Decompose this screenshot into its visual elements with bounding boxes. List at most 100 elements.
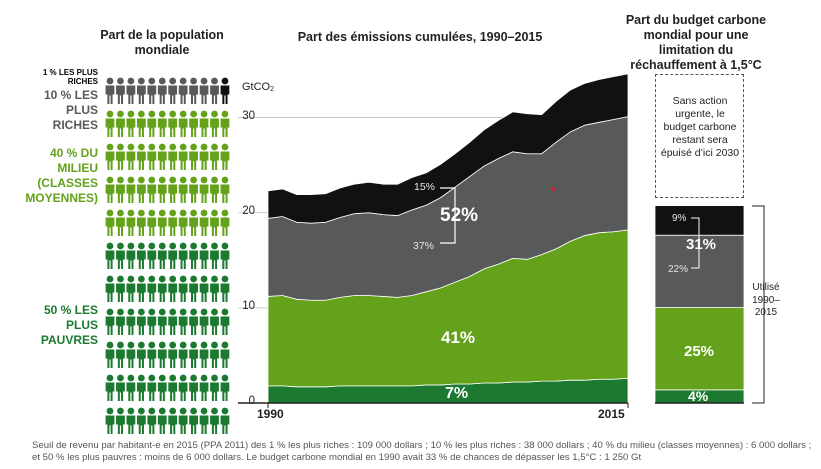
person-icon-poorest-50: [147, 308, 157, 335]
person-icon-middle-40: [136, 110, 146, 137]
y-tick-label: 10: [242, 299, 255, 312]
person-icon-poorest-50: [199, 407, 209, 434]
person-icon-middle-40: [105, 110, 115, 137]
person-icon-middle-40: [147, 209, 157, 236]
person-icon-poorest-50: [116, 341, 125, 368]
person-icon-middle-40: [189, 110, 198, 137]
budget-split-bracket: [691, 217, 700, 269]
person-icon-middle-40: [178, 110, 188, 137]
person-icon-poorest-50: [189, 242, 198, 269]
person-icon-richest-10: [126, 77, 136, 104]
person-icon-poorest-50: [126, 407, 136, 434]
person-icon-middle-40: [178, 209, 188, 236]
label-middle-share: 41%: [441, 328, 476, 347]
person-icon-poorest-50: [136, 407, 146, 434]
person-icon-poorest-50: [199, 275, 209, 302]
person-icon-poorest-50: [168, 407, 178, 434]
person-icon-middle-40: [189, 209, 198, 236]
person-icon-poorest-50: [116, 407, 125, 434]
unit-subscript: 2: [270, 86, 275, 93]
person-icon-middle-40: [168, 110, 178, 137]
label-top10-share: 52%: [440, 205, 479, 226]
person-icon-poorest-50: [168, 242, 178, 269]
person-icon-poorest-50: [220, 407, 230, 434]
split-bracket: [440, 187, 456, 244]
person-icon-poorest-50: [105, 275, 115, 302]
group-label-richest-1: 1 % LES PLUS RICHES: [42, 68, 98, 86]
person-icon-middle-40: [210, 176, 219, 203]
person-icon-poorest-50: [220, 341, 230, 368]
person-icon-poorest-50: [126, 374, 136, 401]
budget-label-top10: 31%: [686, 236, 717, 253]
person-icon-poorest-50: [147, 341, 157, 368]
person-icon-middle-40: [105, 209, 115, 236]
person-icon-richest-10: [189, 77, 198, 104]
budget-bar-middle-40: [654, 307, 745, 391]
person-icon-poorest-50: [136, 374, 146, 401]
person-icon-poorest-50: [147, 275, 157, 302]
person-icon-middle-40: [178, 176, 188, 203]
person-icon-middle-40: [126, 209, 136, 236]
person-icon-middle-40: [199, 209, 209, 236]
person-icon-poorest-50: [189, 407, 198, 434]
person-icon-poorest-50: [210, 242, 219, 269]
person-icon-poorest-50: [157, 374, 167, 401]
person-icon-poorest-50: [178, 308, 188, 335]
person-icon-richest-10: [116, 77, 125, 104]
x-tick-label: 2015: [598, 407, 625, 421]
person-icon-poorest-50: [210, 308, 219, 335]
unit-text: GtCO: [242, 81, 271, 93]
person-icon-poorest-50: [199, 242, 209, 269]
person-icon-poorest-50: [105, 242, 115, 269]
y-tick-label: 0: [248, 395, 255, 407]
person-icon-middle-40: [199, 110, 209, 137]
person-icon-middle-40: [157, 110, 167, 137]
person-icon-richest-10: [105, 77, 115, 104]
person-icon-poorest-50: [210, 341, 219, 368]
person-icon-poorest-50: [189, 275, 198, 302]
person-icon-poorest-50: [126, 275, 136, 302]
budget-header: Part du budget carbone mondial pour une …: [625, 13, 767, 72]
x-tick-label: 1990: [257, 407, 284, 421]
person-icon-poorest-50: [105, 374, 115, 401]
person-icon-poorest-50: [220, 275, 230, 302]
person-icon-richest-10: [199, 77, 209, 104]
person-icon-poorest-50: [116, 275, 125, 302]
person-icon-middle-40: [136, 209, 146, 236]
group-label-middle-40: 40 % DU MILIEU (CLASSES MOYENNES): [25, 146, 98, 205]
person-icon-middle-40: [147, 176, 157, 203]
emissions-header: Part des émissions cumulées, 1990–2015: [297, 30, 543, 44]
person-icon-poorest-50: [147, 407, 157, 434]
person-icon-middle-40: [220, 110, 230, 137]
person-icon-poorest-50: [157, 308, 167, 335]
person-icon-poorest-50: [178, 242, 188, 269]
y-tick-label: 30: [242, 109, 255, 122]
person-icon-poorest-50: [210, 407, 219, 434]
person-icon-middle-40: [147, 110, 157, 137]
person-icon-middle-40: [168, 143, 178, 170]
person-icon-poorest-50: [105, 407, 115, 434]
person-icon-poorest-50: [168, 341, 178, 368]
budget-label-middle: 25%: [684, 343, 715, 360]
person-icon-middle-40: [199, 143, 209, 170]
y-tick-label: 20: [242, 204, 255, 217]
person-icon-poorest-50: [199, 341, 209, 368]
budget-label-top1: 9%: [672, 213, 687, 224]
person-icon-poorest-50: [136, 341, 146, 368]
remaining-budget-text: Sans action urgente, le budget carbone r…: [660, 95, 740, 159]
person-icon-middle-40: [116, 110, 125, 137]
person-icon-poorest-50: [178, 341, 188, 368]
person-icon-poorest-50: [157, 242, 167, 269]
person-icon-middle-40: [126, 143, 136, 170]
person-icon-middle-40: [105, 143, 115, 170]
person-icon-poorest-50: [116, 242, 125, 269]
person-icon-middle-40: [136, 176, 146, 203]
person-icon-poorest-50: [168, 308, 178, 335]
used-budget-label: Utilisé 1990–2015: [752, 282, 780, 318]
person-icon-middle-40: [168, 209, 178, 236]
person-icon-middle-40: [199, 176, 209, 203]
person-icon-richest-10: [136, 77, 146, 104]
person-icon-middle-40: [157, 176, 167, 203]
person-icon-richest-10: [210, 77, 219, 104]
